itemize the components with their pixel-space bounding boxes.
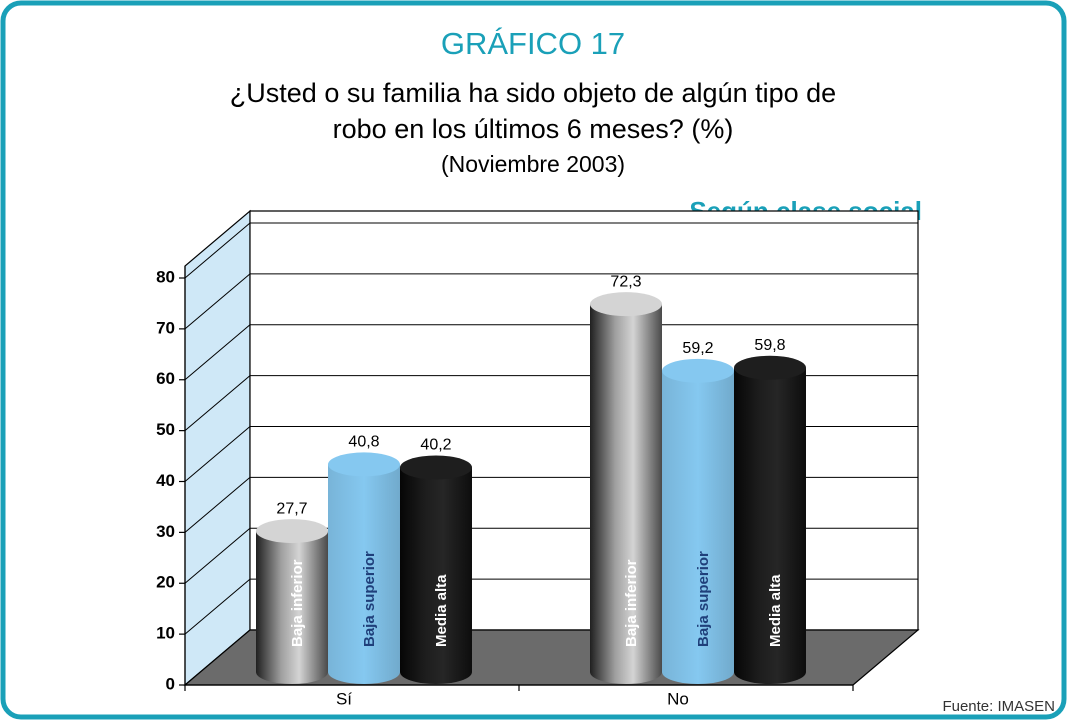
y-tick-label: 40 [156, 471, 175, 490]
subtitle: (Noviembre 2003) [441, 151, 625, 177]
series-label: Baja superior [695, 551, 712, 647]
bar-top [256, 519, 328, 544]
bar-top [734, 355, 806, 380]
series-label: Media alta [767, 574, 784, 647]
bar-top [590, 292, 662, 317]
bar-body [662, 370, 734, 684]
bar [662, 358, 734, 684]
bar [400, 455, 472, 684]
bar-top [400, 455, 472, 480]
series-label: Baja superior [361, 551, 378, 647]
bar-body [328, 464, 400, 684]
x-tick-label: No [667, 689, 689, 708]
value-label: 59,2 [682, 340, 713, 357]
source: Fuente: IMASEN [942, 698, 1055, 715]
bar [734, 355, 806, 684]
subtitle: ¿Usted o su familia ha sido objeto de al… [230, 78, 836, 108]
bar-body [256, 531, 328, 684]
y-tick-label: 50 [156, 420, 175, 439]
value-label: 72,3 [610, 273, 641, 290]
y-tick-label: 60 [156, 369, 175, 388]
grid-line [184, 273, 918, 330]
y-tick-label: 10 [156, 624, 175, 643]
bar [256, 519, 328, 684]
y-tick-label: 20 [156, 573, 175, 592]
plot-area: 0 10 20 30 40 50 60 70 80 Sí 27,7 Baja inferior 40,8… [156, 209, 920, 708]
bar-body [590, 304, 662, 684]
series-label: Media alta [433, 574, 450, 647]
chart-title: GRÁFICO 17 [441, 26, 625, 61]
grid-line [184, 222, 918, 279]
y-tick-label: 0 [166, 674, 175, 693]
bar-body [400, 467, 472, 684]
y-tick-label: 70 [156, 318, 175, 337]
bar-top [662, 358, 734, 383]
bar [328, 452, 400, 684]
y-tick-label: 30 [156, 522, 175, 541]
value-label: 40,8 [348, 434, 379, 451]
bar-body [734, 367, 806, 684]
series-label: Baja inferior [289, 559, 306, 647]
x-tick-label: Sí [336, 689, 352, 708]
value-label: 40,2 [420, 437, 451, 454]
bar-top [328, 452, 400, 477]
value-label: 27,7 [276, 500, 307, 517]
y-tick-label: 80 [156, 267, 175, 286]
series-label: Baja inferior [623, 559, 640, 647]
grid-line [184, 324, 918, 381]
subtitle: robo en los últimos 6 meses? (%) [333, 114, 734, 144]
bar [590, 292, 662, 684]
value-label: 59,8 [754, 337, 785, 354]
